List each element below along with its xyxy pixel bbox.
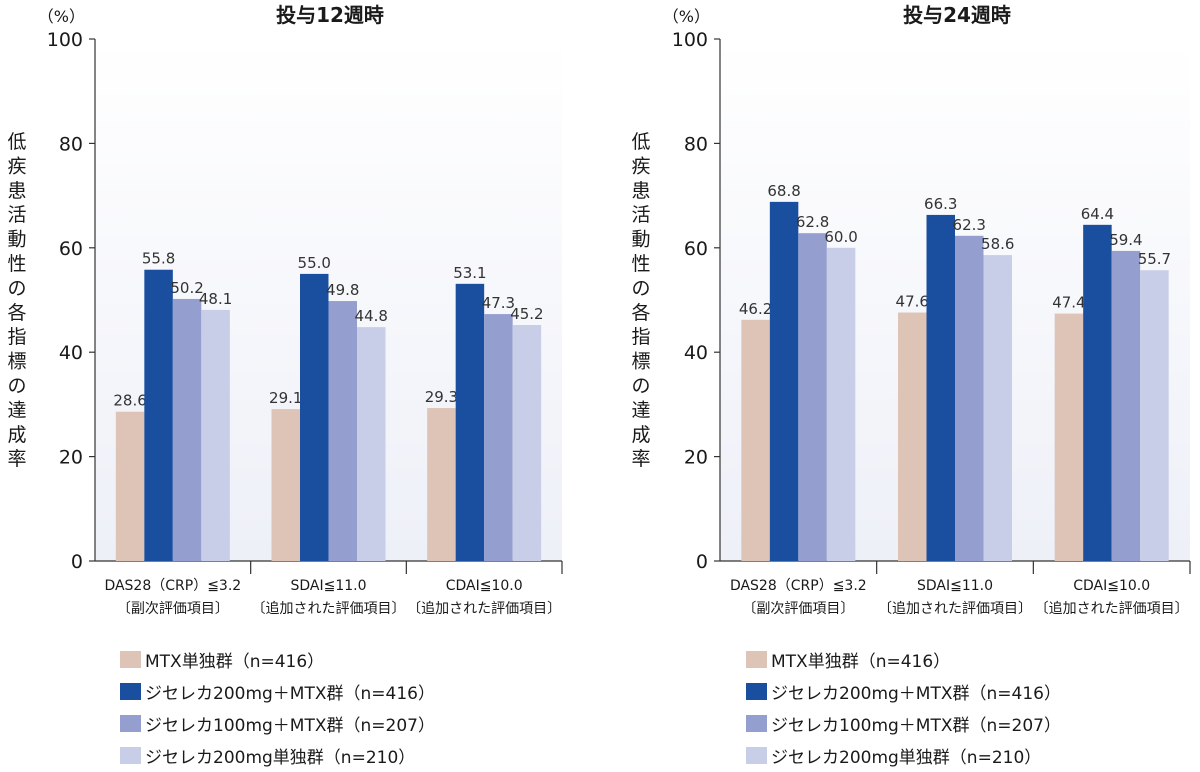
y-tick-label: 20 [59,447,83,469]
chart-24w: 投与24週時 （%） 低疾患活動性の各指標の達成率 0 20 40 60 80 100 46.2 6… [631,3,1191,617]
bar-value-label: 55.0 [298,254,331,272]
bar [798,233,827,561]
bar-value-label: 58.6 [981,235,1014,253]
bar [926,214,955,561]
bar [741,319,770,561]
y-tick-label: 100 [672,29,708,51]
bar [144,269,173,561]
bar [983,255,1012,561]
y-axis-label: 低疾患活動性の各指標の達成率 [7,131,26,470]
bar [271,409,300,561]
y-tick-label: 0 [696,551,708,573]
chart-title: 投与12週時 [276,3,384,27]
legend-label: ジセレカ200mg単独群（n=210） [771,748,1042,768]
bar-value-label: 44.8 [355,307,388,325]
bar [1054,313,1084,561]
x-category-sublabel: 〔追加された評価項目〕 [1035,601,1189,617]
bar-value-label: 29.3 [425,388,458,406]
legend-label: ジセレカ100mg＋MTX群（n=207） [145,716,435,736]
y-tick-label: 40 [59,342,83,364]
bar [898,312,927,561]
bar [427,408,456,561]
x-category-sublabel: 〔追加された評価項目〕 [407,601,561,617]
bar [512,325,542,561]
bar [300,273,329,561]
bar-value-label: 46.2 [739,300,772,318]
y-tick-label: 80 [59,133,83,155]
unit-label: （%） [38,7,85,26]
chart-title: 投与24週時 [903,3,1011,27]
legend-swatch [120,683,141,700]
x-category-sublabel: 〔追加された評価項目〕 [878,601,1032,617]
y-tick-label: 80 [684,133,708,155]
bar-value-label: 62.3 [953,216,986,234]
chart-12w: 投与12週時 （%） 低疾患活動性の各指標の達成率 0 20 40 60 80 100 28.6 5… [7,3,563,617]
bar-value-label: 47.4 [1052,294,1085,312]
y-tick-label: 40 [684,342,708,364]
legend-label: MTX単独群（n=416） [145,652,325,672]
legend-swatch [746,683,767,700]
legend-swatch [746,651,767,668]
bar [1111,250,1141,561]
x-category-label: SDAI≦11.0 [917,578,993,594]
unit-label: （%） [663,7,710,26]
bar-value-label: 45.2 [510,305,543,323]
bar-value-label: 50.2 [170,279,203,297]
bar [328,301,357,561]
bar [357,327,386,561]
bar [484,314,513,561]
legend-label: MTX単独群（n=416） [771,652,951,672]
bar-value-label: 47.3 [482,294,515,312]
bar [1140,270,1169,561]
bar-value-label: 29.1 [269,389,302,407]
x-category-sublabel: 〔副次評価項目〕 [117,601,229,617]
x-category-sublabel: 〔追加された評価項目〕 [252,601,406,617]
legend-swatch [120,715,141,732]
legend-swatch [746,747,767,764]
y-axis-label: 低疾患活動性の各指標の達成率 [631,131,650,470]
bar-value-label: 49.8 [326,281,359,299]
y-tick-label: 0 [71,551,83,573]
bar-value-label: 68.8 [767,182,800,200]
bar-value-label: 28.6 [113,392,146,410]
x-category-label: DAS28（CRP）≦3.2 [730,578,867,594]
y-tick-label: 60 [59,238,83,260]
x-category-sublabel: 〔副次評価項目〕 [742,601,854,617]
legend-label: ジセレカ200mg＋MTX群（n=416） [145,684,435,704]
y-tick-label: 100 [47,29,83,51]
bar-value-label: 48.1 [199,290,232,308]
legend-swatch [746,715,767,732]
bar [955,235,984,561]
y-tick-label: 60 [684,238,708,260]
bar [769,201,799,561]
legend-label: ジセレカ100mg＋MTX群（n=207） [771,716,1061,736]
legend-label: ジセレカ200mg＋MTX群（n=416） [771,684,1061,704]
bar-value-label: 66.3 [924,195,957,213]
legend-label: ジセレカ200mg単独群（n=210） [145,748,416,768]
bar [115,411,145,561]
bar [1083,224,1112,561]
bar-value-label: 62.8 [796,213,829,231]
bar-value-label: 55.7 [1138,250,1171,268]
x-category-label: SDAI≦11.0 [290,578,366,594]
bar-value-label: 64.4 [1081,205,1114,223]
bar [826,247,856,562]
bar-value-label: 47.6 [896,293,929,311]
legend-swatch [120,651,141,668]
x-category-label: DAS28（CRP）≦3.2 [104,578,241,594]
bar-value-label: 53.1 [453,264,486,282]
x-category-label: CDAI≦10.0 [1073,578,1150,594]
bar [201,309,230,561]
legend-swatch [120,747,141,764]
bar [455,283,485,561]
y-tick-label: 20 [684,447,708,469]
bar-value-label: 59.4 [1109,231,1142,249]
bar-value-label: 55.8 [142,250,175,268]
bar-value-label: 60.0 [824,228,857,246]
bar [172,298,202,561]
x-category-label: CDAI≦10.0 [446,578,523,594]
